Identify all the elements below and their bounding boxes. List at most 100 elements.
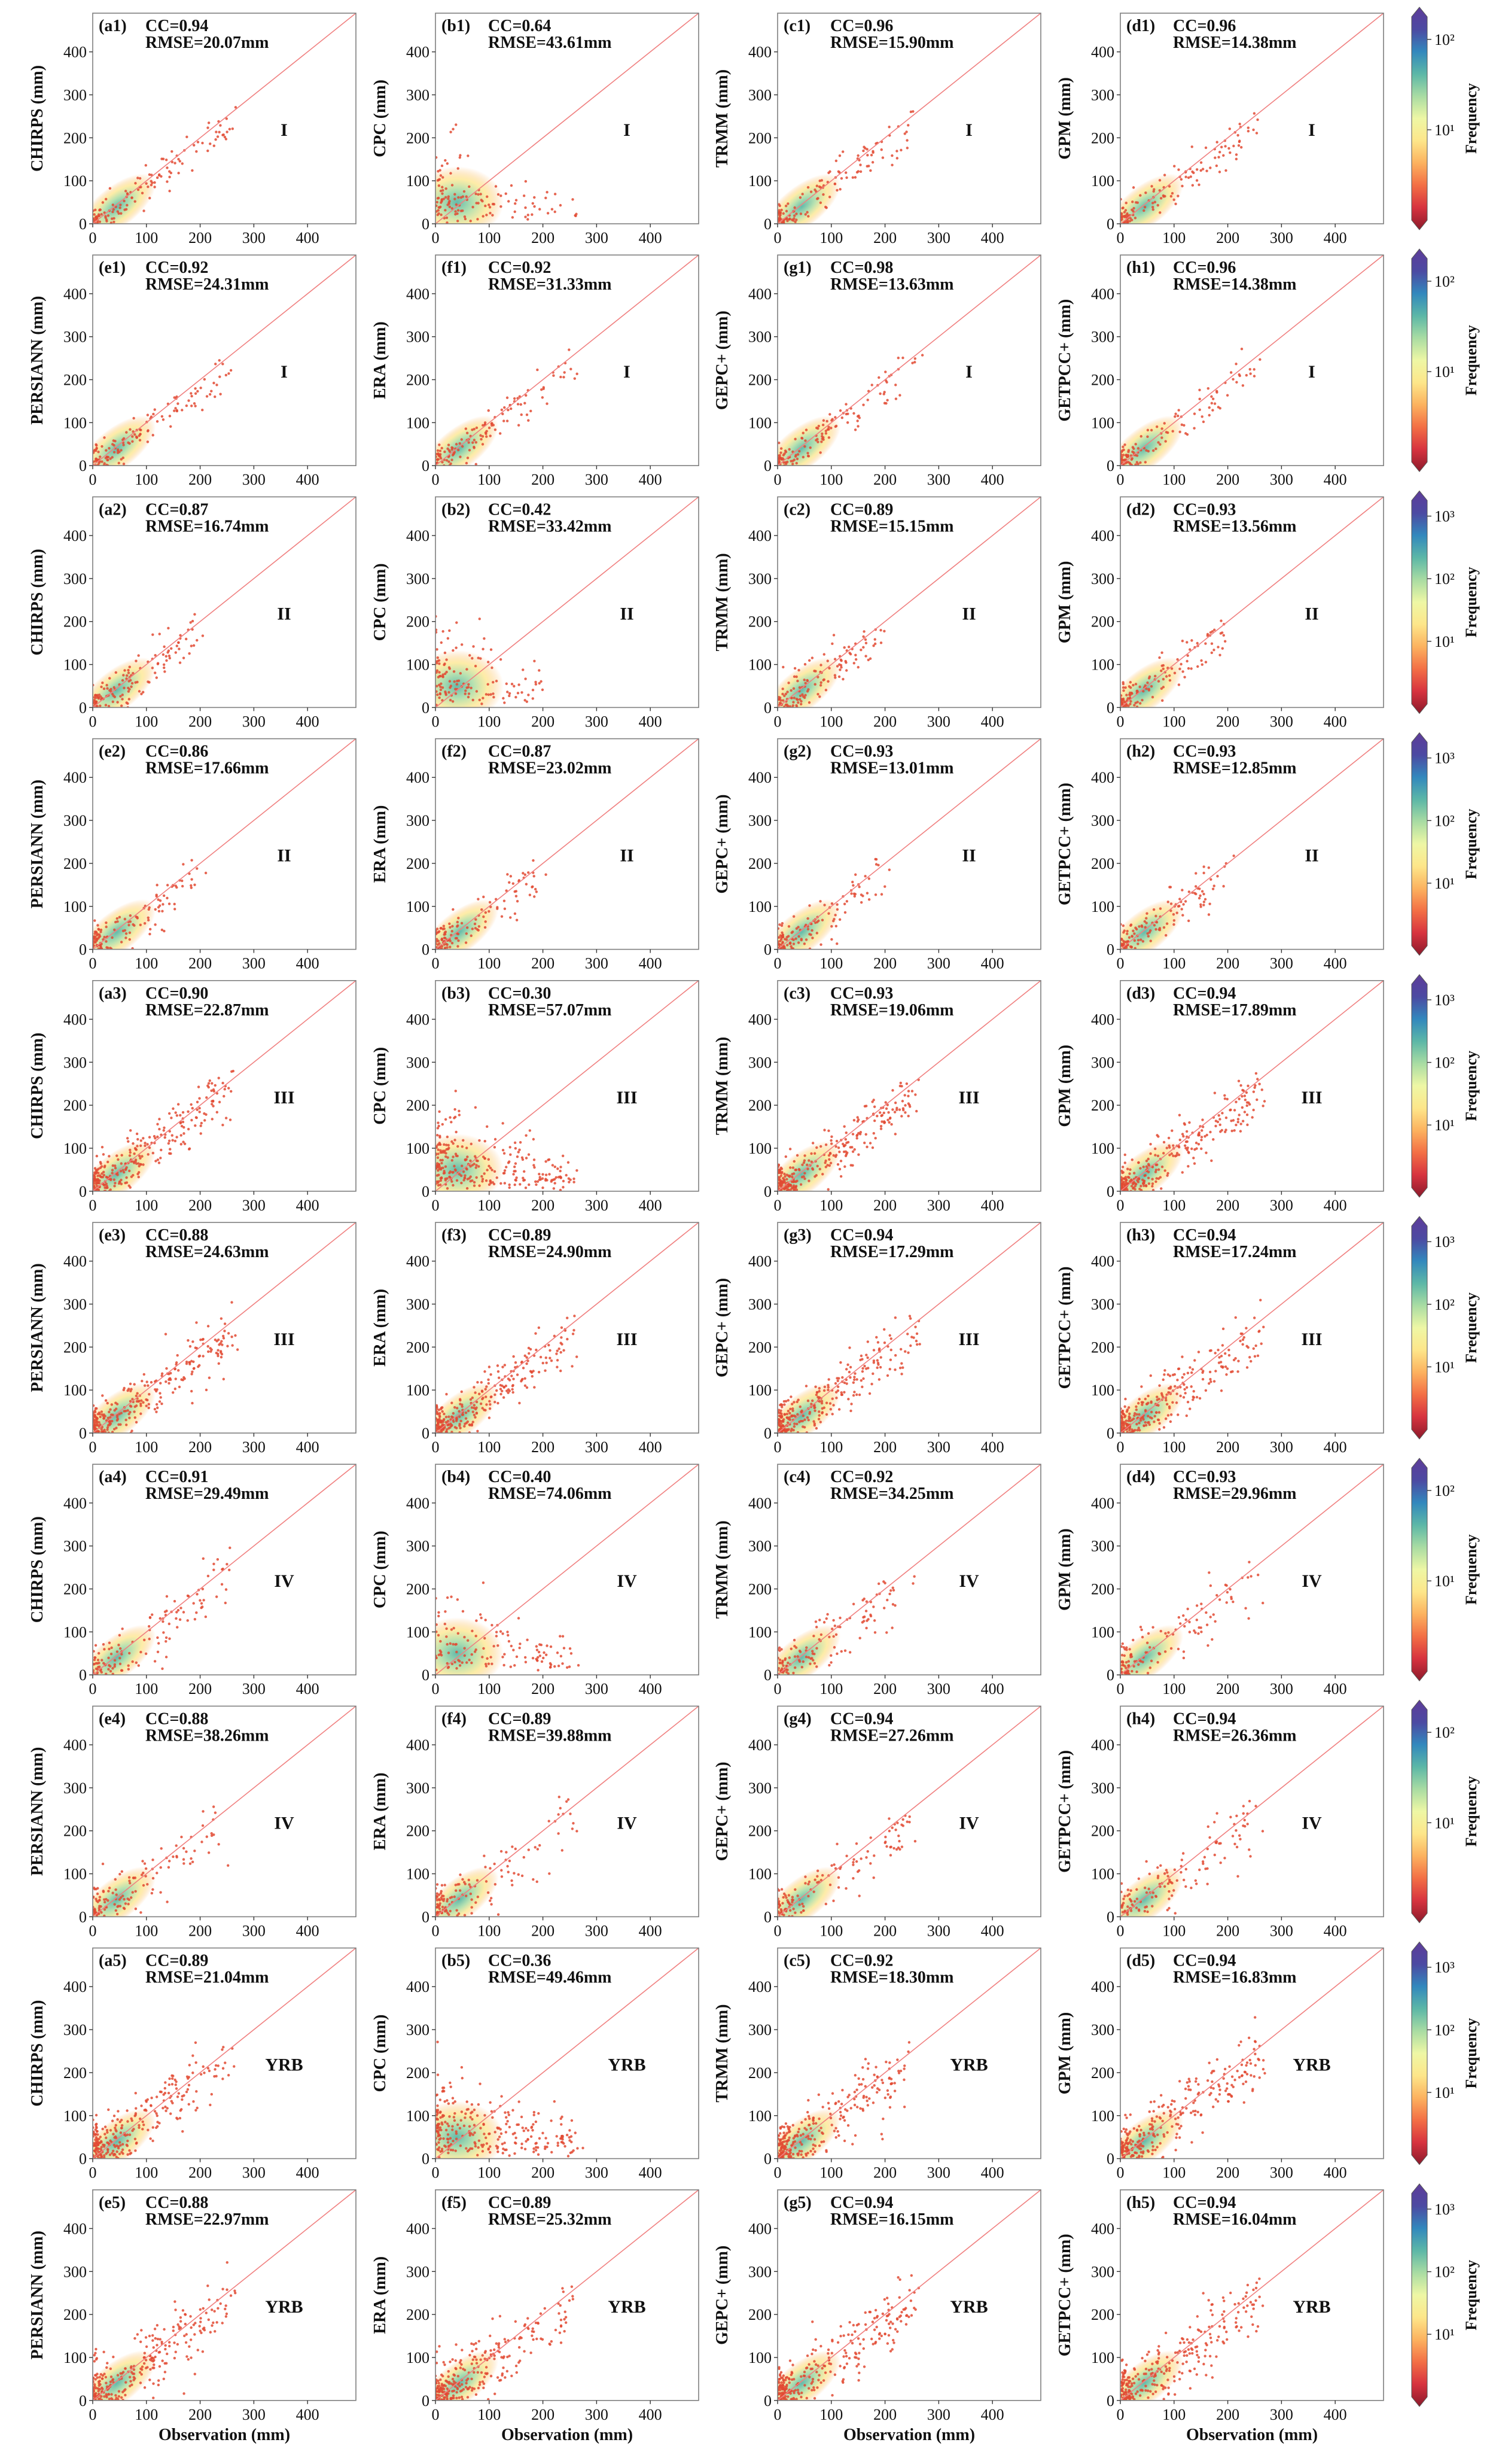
data-point [198,1097,201,1100]
data-point [872,1349,876,1352]
data-point [819,684,822,687]
data-point [1192,1389,1195,1393]
data-point [453,1108,456,1111]
one-to-one-line [435,980,699,1191]
data-point [845,403,848,406]
y-tick-label: 400 [406,769,429,786]
data-point [478,1184,481,1187]
data-point [1158,656,1161,659]
data-point [441,630,444,633]
data-point [1157,1411,1161,1414]
data-point [508,1146,511,1149]
data-point [791,463,794,466]
x-tick-label: 200 [531,1197,554,1214]
y-tick-label: 0 [1107,1183,1114,1200]
data-point [1217,646,1220,649]
data-point [1209,1130,1212,1134]
data-point [101,682,104,685]
data-point [1245,1104,1248,1108]
data-point [1247,126,1250,129]
data-point [1145,1165,1148,1168]
data-point [1162,667,1165,670]
data-point [1256,118,1259,121]
data-point [501,1148,505,1152]
region-label: II [277,604,291,623]
y-tick-label: 200 [748,613,772,631]
data-point [1128,220,1132,223]
data-point [513,210,516,214]
data-point [471,1420,474,1423]
data-point [516,403,520,406]
data-point [1154,1180,1157,1184]
data-point [1172,912,1175,916]
data-point [822,679,825,682]
cc-value: CC=0.93 [1173,743,1236,761]
data-point [108,1420,111,1423]
data-point [855,171,859,174]
data-point [1239,1332,1242,1336]
data-point [1145,921,1148,924]
data-point [1225,1373,1228,1376]
data-point [190,884,193,887]
data-point [864,655,867,658]
data-point [816,692,819,696]
one-to-one-line [435,1222,699,1433]
data-point [522,1367,525,1370]
data-point [823,904,826,906]
data-point [536,1180,540,1183]
data-point [1245,1091,1248,1094]
data-point [1201,1371,1204,1374]
data-point [516,1155,519,1158]
data-point [182,1132,185,1135]
data-point [1241,1343,1244,1346]
data-point [461,1164,464,1167]
data-point [468,449,471,452]
data-point [1201,1125,1205,1128]
data-point [538,1176,541,1179]
data-point [203,378,206,381]
data-point [1187,176,1190,180]
panel-label: (c2) [784,500,811,519]
data-point [113,928,116,932]
data-point [1218,407,1221,410]
data-point [444,692,447,695]
data-point [791,1166,795,1169]
data-point [439,688,443,692]
data-point [453,1164,456,1168]
data-point [148,1136,151,1139]
data-point [803,445,806,448]
data-point [778,1170,781,1173]
data-point [207,121,211,124]
data-point [93,451,95,454]
x-tick-label: 100 [819,1438,843,1456]
data-point [466,457,470,460]
data-point [147,1403,151,1406]
data-point [1184,1146,1187,1150]
data-point [861,1385,864,1389]
data-point [1170,667,1174,670]
data-point [165,1367,168,1370]
y-tick-label: 200 [748,372,772,389]
data-point [96,1182,99,1185]
data-point [473,1184,476,1187]
data-point [99,695,102,698]
data-point [1183,1373,1186,1376]
data-point [894,1101,897,1105]
data-point [116,1414,119,1417]
data-point [503,1182,507,1185]
data-point [118,1412,121,1416]
data-point [1183,1122,1186,1125]
data-point [474,463,477,466]
data-point [1122,445,1125,449]
data-point [1201,1118,1204,1121]
data-point [131,435,134,438]
data-point [500,408,504,412]
data-point [187,1110,190,1114]
data-point [99,1415,102,1419]
data-point [808,1412,811,1415]
data-point [539,1178,542,1181]
data-point [1262,1325,1265,1329]
data-point [437,939,440,942]
data-point [912,110,915,113]
